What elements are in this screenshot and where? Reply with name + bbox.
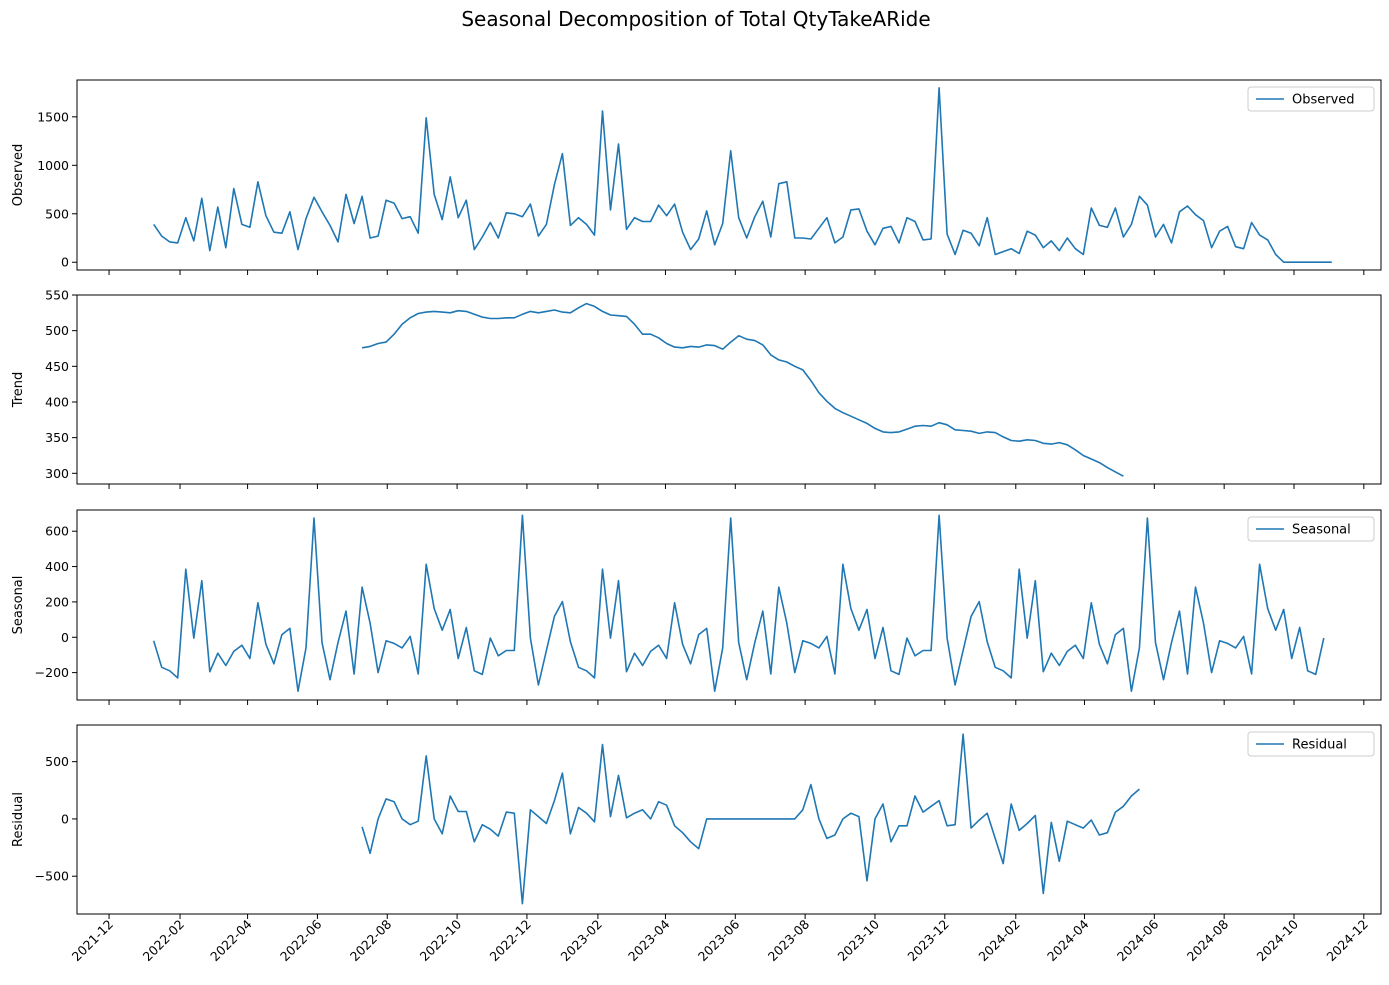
legend-label: Observed xyxy=(1292,93,1355,108)
y-tick-label: 500 xyxy=(45,323,69,338)
y-tick-label: 1000 xyxy=(37,158,69,173)
x-tick-label: 2023-06 xyxy=(695,916,743,964)
panel-trend: 300 350 400 450 500 550 Trend xyxy=(11,288,1382,489)
x-tick-label: 2024-08 xyxy=(1184,916,1232,964)
x-tick-label: 2024-04 xyxy=(1044,916,1092,964)
y-tick-label: 400 xyxy=(45,394,69,409)
x-tick-label: 2024-06 xyxy=(1114,916,1162,964)
x-tick-label: 2024-02 xyxy=(975,917,1023,965)
y-tick-label: 0 xyxy=(61,255,69,270)
panels-group: 0 500 1000 1500 Observed Observed 300 350 400 450… xyxy=(11,79,1382,965)
y-tick-label: 0 xyxy=(61,630,69,645)
y-tick-label: 600 xyxy=(45,524,69,539)
y-tick-label: 500 xyxy=(45,754,69,769)
y-tick-label: 450 xyxy=(45,359,69,374)
plot-frame xyxy=(76,724,1382,915)
y-axis-label: Seasonal xyxy=(11,576,26,635)
y-tick-label: 400 xyxy=(45,559,69,574)
plot-frame xyxy=(76,79,1382,271)
x-tick-label: 2024-10 xyxy=(1254,916,1302,964)
y-tick-label: 350 xyxy=(45,430,69,445)
y-axis-label: Residual xyxy=(11,792,26,847)
y-tick-label: 500 xyxy=(45,206,69,221)
panel-observed: 0 500 1000 1500 Observed Observed xyxy=(11,79,1382,275)
y-tick-label: 0 xyxy=(61,811,69,826)
y-axis-label: Trend xyxy=(11,372,26,409)
legend-label: Seasonal xyxy=(1292,523,1351,538)
legend: Seasonal xyxy=(1247,516,1375,542)
plot-frame xyxy=(76,294,1382,485)
chart-title: Seasonal Decomposition of Total QtyTakeA… xyxy=(461,7,930,31)
x-tick-label: 2023-08 xyxy=(765,916,813,964)
y-tick-label: 300 xyxy=(45,466,69,481)
x-tick-label: 2024-12 xyxy=(1323,917,1371,965)
x-tick-label: 2022-02 xyxy=(140,917,188,965)
series-line-trend xyxy=(361,302,1124,477)
legend-box xyxy=(1247,86,1375,112)
panel-residual: −500 0 500 2021-12 2022-02 2022-04 2022-06 2022… xyxy=(11,724,1382,965)
series-line-residual xyxy=(361,733,1140,905)
legend-box xyxy=(1247,516,1375,542)
x-tick-label: 2023-12 xyxy=(904,917,952,965)
panel-seasonal: −200 0 200 400 600 Seasonal Seasonal xyxy=(11,509,1382,705)
x-tick-label: 2022-06 xyxy=(277,916,325,964)
series-line-seasonal xyxy=(152,514,1325,693)
x-tick-label: 2021-12 xyxy=(69,917,117,965)
y-tick-label: −500 xyxy=(35,869,69,884)
y-tick-label: 1500 xyxy=(37,109,69,124)
legend-label: Residual xyxy=(1292,738,1347,753)
x-tick-label: 2023-10 xyxy=(835,916,883,964)
legend: Residual xyxy=(1247,731,1375,757)
y-tick-label: 550 xyxy=(45,288,69,303)
x-tick-label: 2022-10 xyxy=(417,916,465,964)
x-tick-label: 2022-08 xyxy=(347,916,395,964)
x-tick-label: 2022-12 xyxy=(487,917,535,965)
series-line-observed xyxy=(153,87,1332,264)
legend-box xyxy=(1247,731,1375,757)
legend: Observed xyxy=(1247,86,1375,112)
y-axis-label: Observed xyxy=(11,144,26,207)
x-tick-label: 2023-04 xyxy=(625,916,673,964)
y-tick-label: 200 xyxy=(45,594,69,609)
y-tick-label: −200 xyxy=(35,665,69,680)
x-tick-label: 2023-02 xyxy=(557,917,605,965)
x-tick-label: 2022-04 xyxy=(207,916,255,964)
plot-frame xyxy=(76,509,1382,701)
